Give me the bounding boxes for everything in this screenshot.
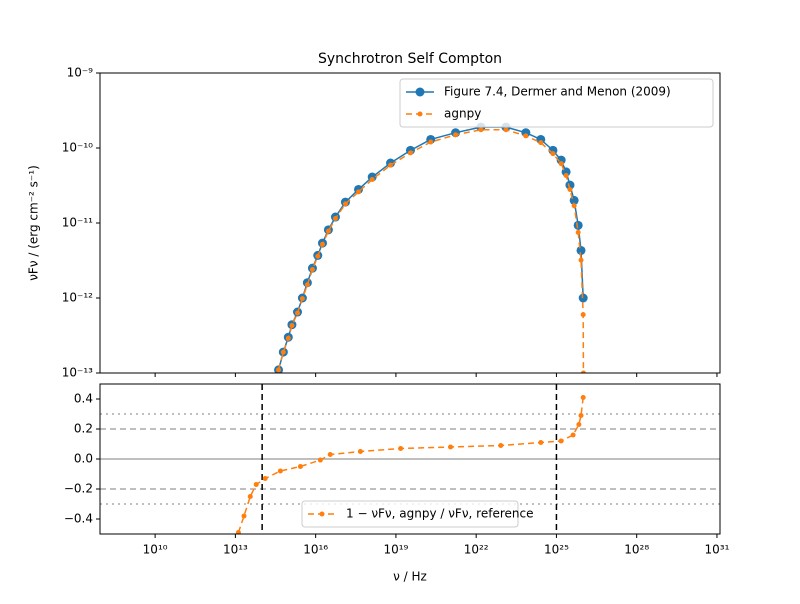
x-tick-label: 10³¹	[705, 543, 730, 557]
data-point	[327, 452, 333, 457]
y-tick-label: 0.2	[74, 422, 93, 436]
data-point	[428, 139, 434, 145]
data-point	[304, 282, 310, 288]
x-tick-label: 10²²	[464, 543, 489, 557]
data-point	[277, 468, 283, 474]
data-point	[369, 177, 375, 183]
series-line	[277, 126, 584, 371]
legend-marker	[417, 111, 423, 117]
data-point	[573, 220, 583, 230]
data-point	[332, 215, 338, 221]
data-point	[398, 446, 404, 451]
y-tick-label: −0.4	[64, 512, 93, 526]
x-tick-label: 10²⁵	[544, 543, 569, 557]
data-point	[578, 257, 584, 263]
legend-label: 1 − νFν, agnpy / νFν, reference	[346, 507, 533, 521]
data-point	[567, 186, 573, 192]
data-point	[309, 266, 315, 272]
y-tick-label: 0.0	[74, 452, 93, 466]
y-tick-label: 10⁻⁹	[67, 66, 94, 80]
data-point	[388, 162, 394, 168]
data-point	[357, 449, 363, 454]
data-point	[550, 151, 556, 157]
data-point	[241, 513, 247, 519]
data-point	[571, 203, 577, 209]
y-tick-label: 10⁻¹²	[62, 291, 93, 305]
x-tick-label: 10¹⁹	[383, 543, 408, 557]
legend-marker	[415, 87, 425, 97]
x-tick-label: 10¹⁶	[303, 543, 328, 557]
legend-label: agnpy	[444, 107, 481, 121]
plot-area	[100, 384, 720, 534]
data-point	[319, 241, 325, 247]
legend-marker	[319, 511, 325, 517]
data-point	[295, 310, 301, 316]
x-tick-label: 10¹³	[223, 543, 248, 557]
data-point	[356, 189, 362, 195]
data-point	[289, 322, 295, 328]
data-point	[276, 367, 282, 373]
data-point	[538, 140, 544, 146]
data-point	[297, 464, 303, 469]
legend-box	[399, 78, 714, 128]
y-tick-label: 10⁻¹³	[62, 366, 93, 380]
y-tick-label: 10⁻¹¹	[62, 216, 93, 230]
data-point	[580, 370, 586, 373]
x-axis-label: ν / Hz	[393, 570, 427, 584]
y-tick-label: −0.2	[64, 482, 93, 496]
plot-area	[274, 122, 588, 373]
legend-label: Figure 7.4, Dermer and Menon (2009)	[444, 85, 671, 99]
data-point	[523, 133, 529, 139]
data-point	[570, 432, 576, 438]
data-point	[453, 132, 459, 138]
data-point	[575, 229, 581, 235]
data-point	[407, 150, 413, 156]
chart-title: Synchrotron Self Compton	[318, 51, 502, 67]
data-point	[253, 482, 259, 487]
data-point	[578, 413, 584, 418]
y-tick-label: 10⁻¹⁰	[62, 141, 93, 155]
data-point	[262, 476, 268, 481]
data-point	[580, 395, 586, 400]
data-point	[558, 438, 564, 444]
series-line	[277, 129, 585, 373]
y-axis-label: νFν / (erg cm⁻² s⁻¹)	[27, 165, 41, 281]
data-point	[325, 228, 331, 234]
data-point	[580, 312, 586, 318]
data-point	[285, 335, 291, 341]
data-point	[235, 530, 241, 534]
data-point	[448, 444, 454, 450]
data-point	[317, 457, 323, 463]
data-point	[280, 349, 286, 355]
data-point	[498, 443, 504, 448]
data-point	[315, 253, 321, 259]
data-point	[556, 155, 566, 165]
data-point	[503, 127, 509, 133]
data-point	[342, 201, 348, 207]
data-point	[576, 245, 586, 255]
data-point	[558, 161, 564, 167]
data-point	[565, 180, 575, 190]
data-point	[299, 296, 305, 302]
legend-box	[301, 500, 519, 528]
data-point	[563, 172, 569, 178]
data-point	[576, 422, 582, 427]
data-point	[247, 494, 253, 499]
x-tick-label: 10²⁸	[624, 543, 649, 557]
x-tick-label: 10¹⁰	[143, 543, 168, 557]
data-point	[538, 440, 544, 445]
y-tick-label: 0.4	[74, 392, 93, 406]
data-point	[478, 127, 484, 133]
